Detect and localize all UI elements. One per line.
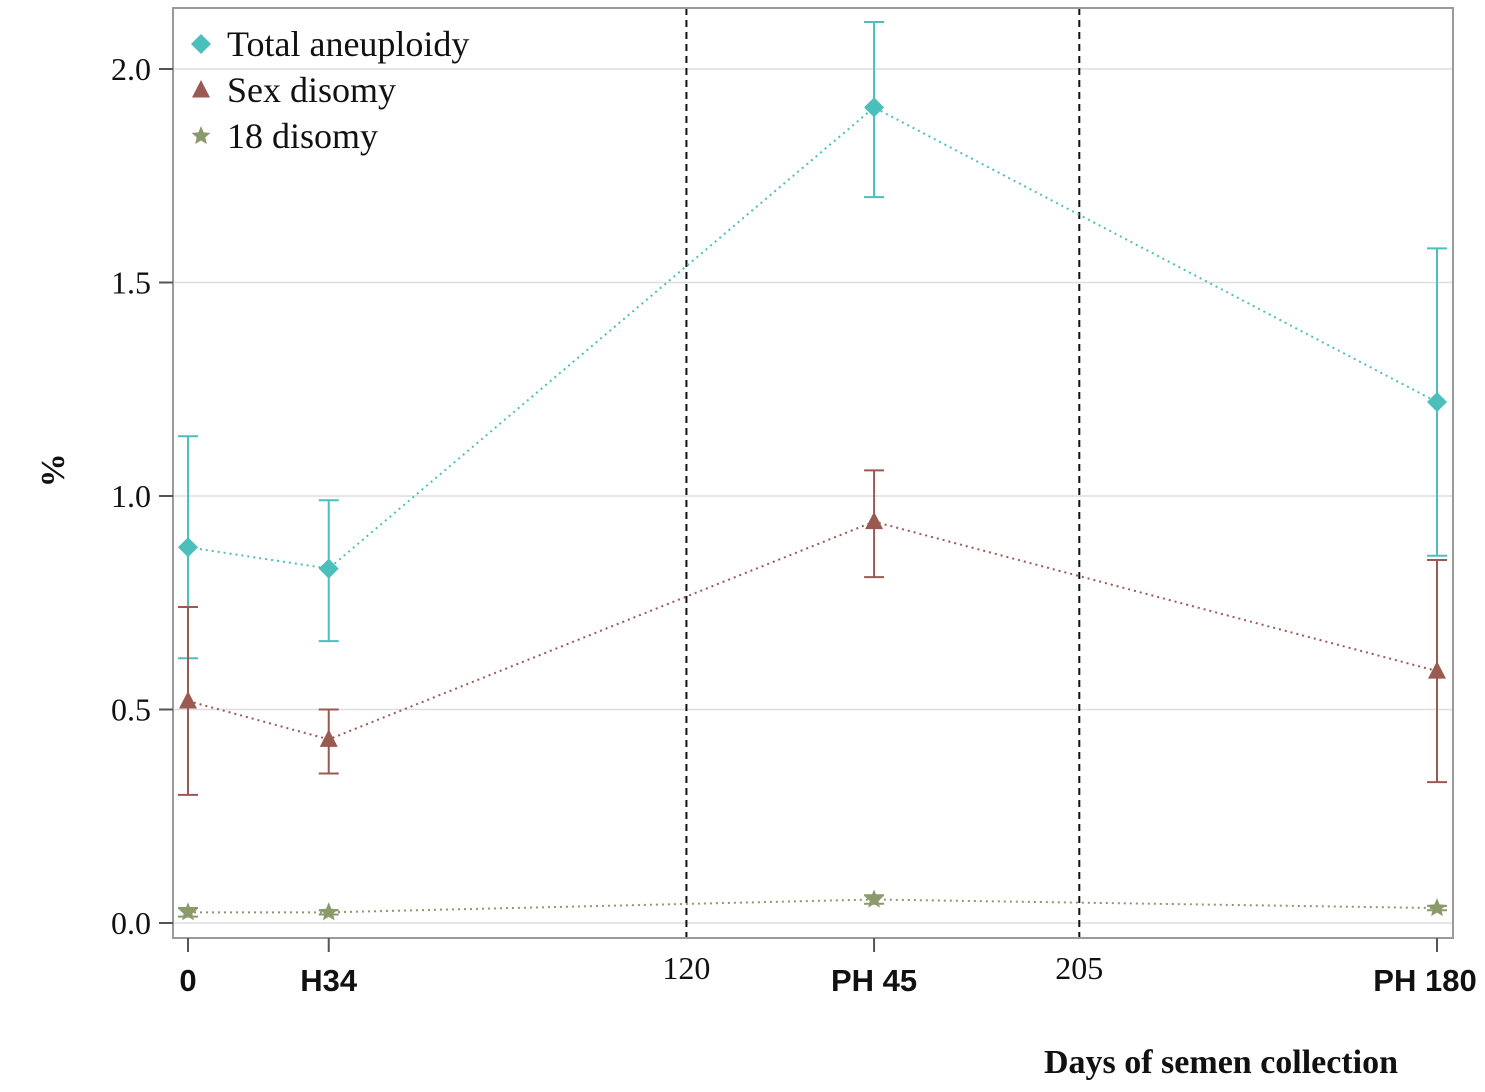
data-point [1427, 392, 1447, 413]
x-tick-label: PH 180 [1373, 963, 1476, 998]
data-point [319, 902, 339, 921]
x-tick-label: PH 45 [831, 963, 917, 998]
data-point [179, 690, 197, 709]
legend: Total aneuploidy Sex disomy 18 disomy [191, 24, 469, 156]
y-axis: 0.0 0.5 1.0 1.5 2.0 [111, 51, 173, 941]
legend-marker [192, 80, 210, 98]
plot-frame [172, 7, 1454, 939]
data-point [864, 97, 885, 118]
x-axis: 120 205 0 H34 PH 45 PH 180 [179, 938, 1477, 998]
x-tick-label: 0 [179, 963, 196, 998]
legend-label: 18 disomy [227, 116, 378, 156]
y-tick-label: 1.0 [111, 478, 151, 514]
gridlines [173, 68, 1453, 924]
y-tick-label: 2.0 [111, 51, 151, 87]
series-line [187, 106, 1438, 570]
legend-label: Total aneuploidy [227, 24, 469, 64]
y-axis-title: % [34, 453, 71, 487]
legend-marker [191, 126, 211, 145]
y-tick-label: 0.0 [111, 905, 151, 941]
reference-line-label: 120 [662, 950, 710, 986]
data-point [178, 537, 198, 558]
series-line [188, 898, 1438, 914]
reference-line-label: 205 [1055, 950, 1103, 986]
data-point [1427, 898, 1447, 917]
x-axis-title: Days of semen collection [1044, 1044, 1398, 1081]
x-tick-label: H34 [300, 963, 358, 998]
reference-lines [685, 8, 1081, 938]
data-point [318, 558, 339, 579]
series-total-aneuploidy [178, 21, 1447, 660]
series-line [187, 520, 1438, 741]
series-18-disomy [178, 889, 1447, 921]
data-point [865, 511, 884, 530]
data-point [1428, 661, 1446, 679]
legend-label: Sex disomy [227, 70, 396, 110]
data-point [178, 902, 198, 921]
legend-marker [191, 34, 211, 54]
series-sex-disomy [178, 469, 1447, 796]
y-tick-label: 1.5 [111, 265, 151, 301]
data-point [319, 729, 338, 747]
y-tick-label: 0.5 [111, 692, 151, 728]
data-point [864, 889, 884, 908]
series [178, 21, 1447, 921]
